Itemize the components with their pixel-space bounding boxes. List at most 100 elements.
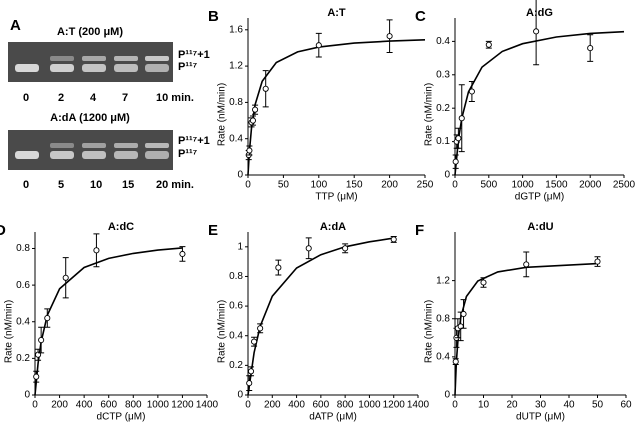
data-point xyxy=(305,245,312,252)
data-point xyxy=(93,247,100,254)
data-point xyxy=(246,380,253,387)
data-point xyxy=(35,351,42,358)
lane-label: 4 xyxy=(90,92,97,104)
gel-band xyxy=(50,56,74,61)
gel-band xyxy=(82,151,106,159)
y-tick-label: 0.4 xyxy=(436,36,450,47)
panel-letter: E xyxy=(208,222,218,239)
fit-curve xyxy=(34,247,183,396)
data-point xyxy=(252,106,259,113)
gel-band xyxy=(145,151,169,159)
gel-image xyxy=(8,130,173,170)
data-point xyxy=(251,338,258,345)
data-point xyxy=(390,236,397,243)
chart: 0 200 400 600 800 1000 1200 1400 0 0.2 0.4 0.6 0.8 1 d… xyxy=(208,221,430,423)
x-tick-label: 50 xyxy=(592,400,604,411)
y-tick-label: 1.2 xyxy=(229,61,243,72)
x-tick-label: 250 xyxy=(417,180,434,191)
lane-label: 0 xyxy=(23,92,29,104)
gel-band xyxy=(82,143,106,148)
panel-letter: F xyxy=(415,222,424,239)
data-point xyxy=(455,135,462,142)
lane-label: 20 min. xyxy=(156,179,194,191)
y-tick-label: 0.8 xyxy=(229,271,243,282)
gel-band xyxy=(50,64,74,72)
x-tick-label: 2000 xyxy=(579,180,602,191)
x-axis-label: TTP (μM) xyxy=(315,192,357,203)
x-tick-label: 2500 xyxy=(613,180,636,191)
data-point xyxy=(468,88,475,95)
data-point xyxy=(458,115,465,122)
y-tick-label: 0.1 xyxy=(436,136,450,147)
fit-curve xyxy=(247,237,394,396)
panel-letter: D xyxy=(0,222,6,239)
x-tick-label: 40 xyxy=(563,400,575,411)
y-tick-label: 1 xyxy=(237,241,243,252)
y-tick-label: 0 xyxy=(444,390,450,401)
data-point xyxy=(523,261,530,268)
band-label: P¹¹⁷ xyxy=(178,61,198,73)
data-point xyxy=(460,310,467,318)
gel-band xyxy=(114,143,138,148)
y-tick-label: 0.3 xyxy=(436,69,450,80)
x-tick-label: 800 xyxy=(337,400,354,411)
gel-band xyxy=(145,143,169,148)
data-point xyxy=(452,358,459,365)
x-axis-label: dATP (μM) xyxy=(309,412,357,423)
gel-band xyxy=(82,56,106,61)
data-point xyxy=(587,45,594,52)
gel-1 xyxy=(8,42,173,82)
y-tick-label: 0.6 xyxy=(16,280,30,291)
x-tick-label: 200 xyxy=(264,400,281,411)
x-tick-label: 100 xyxy=(310,180,327,191)
x-tick-label: 500 xyxy=(480,180,497,191)
y-tick-label: 1.6 xyxy=(229,24,243,35)
x-tick-label: 1000 xyxy=(147,400,170,411)
fit-curve xyxy=(247,39,426,176)
data-point xyxy=(480,279,487,286)
x-tick-label: 1500 xyxy=(545,180,568,191)
data-point xyxy=(594,258,601,265)
y-tick-label: 0 xyxy=(237,170,243,181)
y-tick-label: 0.6 xyxy=(229,301,243,312)
chart-title: A:dA xyxy=(320,221,346,233)
lane-label: 10 xyxy=(90,179,102,191)
data-point xyxy=(342,245,349,252)
x-tick-label: 150 xyxy=(346,180,363,191)
x-tick-label: 0 xyxy=(452,400,458,411)
data-point xyxy=(485,41,492,48)
chart-title: A:dU xyxy=(527,221,553,233)
y-axis-label: Rate (nM/min) xyxy=(424,83,435,146)
x-tick-label: 0 xyxy=(245,400,251,411)
x-tick-label: 1400 xyxy=(407,400,430,411)
data-point xyxy=(533,28,540,35)
data-point xyxy=(33,373,40,380)
fit-curve xyxy=(454,30,625,176)
chart: 0 200 400 600 800 1000 1200 1400 0 0.2 0.4 0.6 0.8 dC… xyxy=(0,221,219,423)
panel-letter: C xyxy=(415,8,426,25)
x-tick-label: 400 xyxy=(288,400,305,411)
x-tick-label: 400 xyxy=(76,400,93,411)
x-tick-label: 60 xyxy=(620,400,632,411)
gel-band xyxy=(114,56,138,61)
y-tick-label: 0 xyxy=(444,170,450,181)
gel-band xyxy=(15,64,39,72)
y-axis-label: Rate (nM/min) xyxy=(424,300,435,363)
x-tick-label: 50 xyxy=(278,180,290,191)
x-tick-label: 20 xyxy=(506,400,518,411)
x-tick-label: 0 xyxy=(32,400,38,411)
x-tick-label: 800 xyxy=(125,400,142,411)
lane-label: 0 xyxy=(23,179,29,191)
gel-band xyxy=(114,151,138,159)
chart: 0 10 20 30 40 50 60 0 0.4 0.8 1.2 dUTP (μM) Rate (nM… xyxy=(415,221,632,423)
data-point xyxy=(257,325,264,332)
x-tick-label: 200 xyxy=(51,400,68,411)
band-label: P¹¹⁷+1 xyxy=(178,49,210,61)
fit-curve xyxy=(454,262,598,396)
data-point xyxy=(44,315,51,322)
x-tick-label: 200 xyxy=(381,180,398,191)
y-tick-label: 1.2 xyxy=(436,275,450,286)
gel-title: A:dA (1200 μM) xyxy=(50,112,130,124)
x-tick-label: 600 xyxy=(313,400,330,411)
